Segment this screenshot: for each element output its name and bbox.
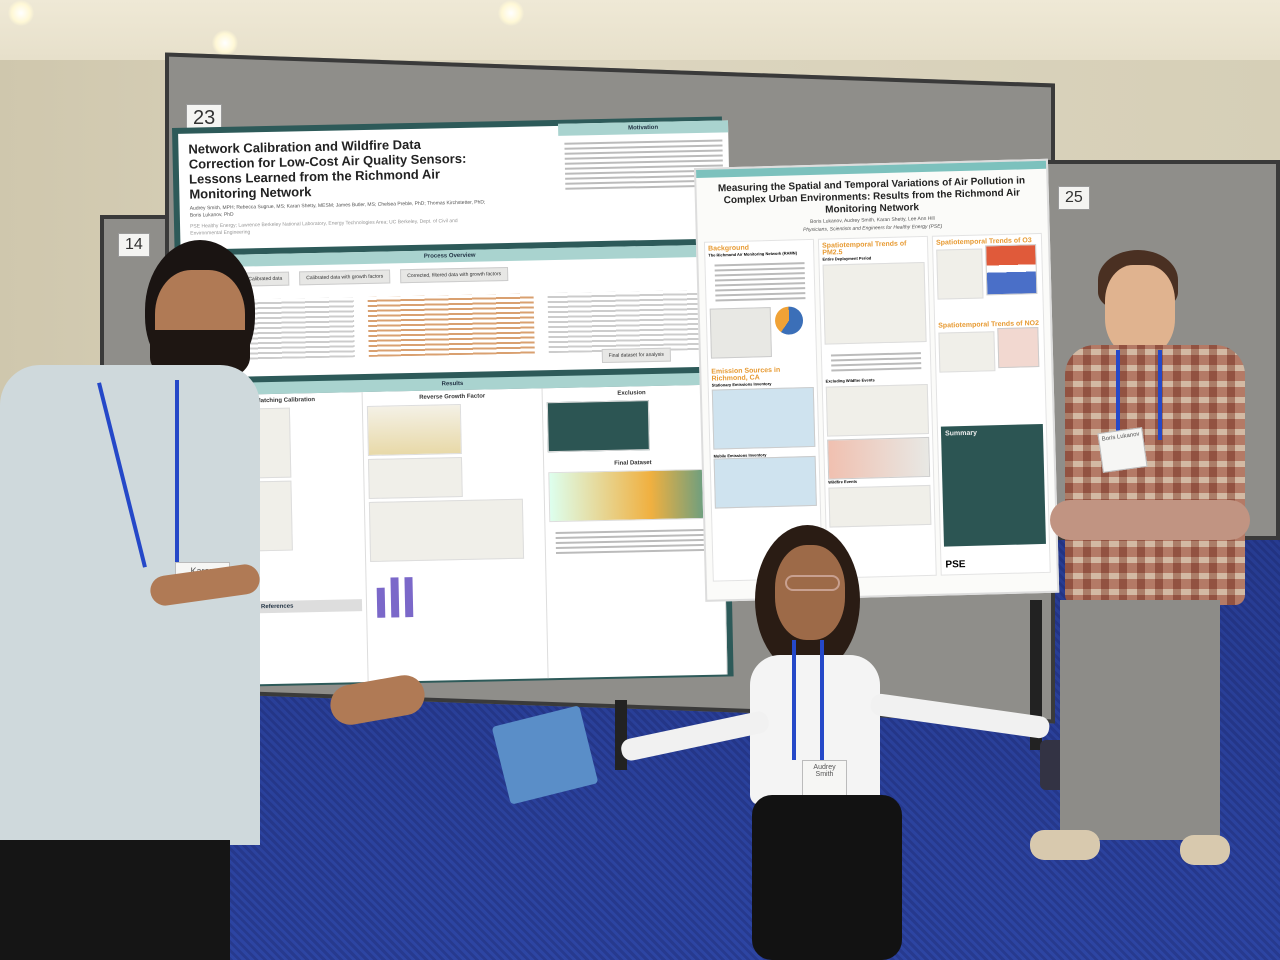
name-badge: Boris Lukanov [1097, 427, 1148, 473]
face [775, 545, 845, 640]
poster-title: Measuring the Spatial and Temporal Varia… [717, 175, 1026, 216]
board-number: 25 [1058, 186, 1090, 210]
pants [0, 840, 230, 960]
board-leg [1030, 600, 1042, 750]
person-center-presenter: Audrey Smith [491, 525, 1100, 960]
right-shoe [1180, 835, 1230, 865]
crossed-arms [1050, 500, 1250, 540]
diurnal-chart [825, 383, 930, 437]
poster-affiliations: PSE Healthy Energy; Lawrence Berkeley Na… [190, 218, 458, 237]
mobile-map [713, 455, 817, 509]
study-area-map [709, 307, 773, 359]
poster-header: Network Calibration and Wildfire Data Co… [178, 120, 731, 250]
process-step: Final dataset for analysis [601, 347, 672, 364]
ceiling-light [212, 30, 238, 56]
plaid-shirt [1065, 345, 1245, 605]
face [1105, 265, 1175, 355]
ceiling-light [8, 0, 34, 26]
person-left-presenter: Karan [0, 240, 428, 960]
person-right-presenter: Boris Lukanov [1020, 250, 1280, 960]
poster-authors: Audrey Smith, MPH; Rebecca Sugrue, MS; K… [189, 199, 486, 219]
section-heading: Reverse Growth Factor [419, 393, 486, 401]
bar-chart [371, 567, 422, 618]
zoning-pie-chart [774, 306, 804, 335]
pm25-timeseries-chart [822, 261, 927, 345]
pants [752, 795, 902, 960]
stationary-map [711, 386, 816, 450]
left-arm [619, 709, 771, 763]
section-heading: Final Dataset [614, 460, 652, 467]
o3-chart [936, 248, 984, 300]
ceiling-light [498, 0, 524, 26]
no2-chart [938, 331, 996, 373]
glasses-icon [785, 575, 840, 591]
left-shoe [1030, 830, 1100, 860]
board-number: 14 [118, 233, 150, 257]
heat-map [827, 436, 931, 480]
grey-trousers [1060, 600, 1220, 840]
section-heading: Exclusion [617, 390, 646, 397]
poster-title: Network Calibration and Wildfire Data Co… [188, 136, 467, 202]
process-step: Corrected, filtered data with growth fac… [400, 266, 509, 284]
shirt [0, 365, 260, 845]
wildfire-chart [828, 484, 932, 528]
process-step: Calibrated data with growth factors [299, 269, 391, 286]
